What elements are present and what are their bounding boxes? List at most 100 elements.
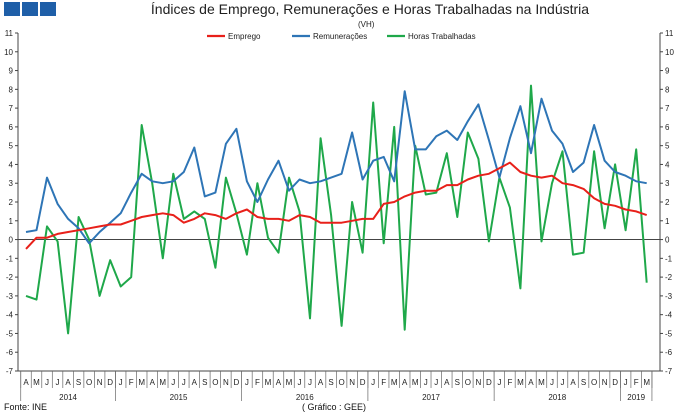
x-month-label: O xyxy=(212,378,218,387)
year-label: 2014 xyxy=(59,393,77,402)
y-tick-label-right: 4 xyxy=(665,160,670,169)
y-tick-label-right: -3 xyxy=(665,292,673,301)
x-month-label: J xyxy=(497,378,501,387)
y-tick-label-right: 9 xyxy=(665,67,670,76)
x-month-label: M xyxy=(265,378,272,387)
x-month-label: F xyxy=(381,378,386,387)
y-tick-label-right: 11 xyxy=(665,29,674,38)
x-month-label: J xyxy=(298,378,302,387)
x-month-label: N xyxy=(475,378,481,387)
x-month-label: J xyxy=(171,378,175,387)
x-month-label: D xyxy=(486,378,492,387)
header-square xyxy=(4,2,20,16)
y-tick-label-right: -2 xyxy=(665,273,673,282)
chart-title: Índices de Emprego, Remunerações e Horas… xyxy=(150,1,590,17)
y-tick-label-left: 1 xyxy=(9,217,14,226)
axes: -7 -7-6 -6-5 -5-4 -4-3 -3-2 -2-1 -10 01 12 23 34 45 5… xyxy=(4,29,674,402)
y-tick-label-left: 2 xyxy=(9,198,14,207)
y-tick-label-left: 6 xyxy=(9,123,14,132)
x-month-label: M xyxy=(412,378,419,387)
x-month-label: A xyxy=(65,378,71,387)
x-month-label: A xyxy=(318,378,324,387)
y-tick-label-left: 4 xyxy=(9,160,14,169)
x-month-label: J xyxy=(56,378,60,387)
y-tick-label-right: 0 xyxy=(665,236,670,245)
y-tick-label-left: 0 xyxy=(9,236,14,245)
y-tick-label-right: -1 xyxy=(665,254,673,263)
x-month-label: F xyxy=(507,378,512,387)
y-tick-label-left: -6 xyxy=(6,348,14,357)
y-tick-label-left: 7 xyxy=(9,104,14,113)
x-month-label: J xyxy=(371,378,375,387)
x-month-label: M xyxy=(138,378,145,387)
header-square xyxy=(40,2,56,16)
y-tick-label-left: -1 xyxy=(6,254,14,263)
series-line-emprego xyxy=(25,161,648,250)
x-month-label: J xyxy=(624,378,628,387)
x-month-label: S xyxy=(76,378,81,387)
x-month-label: S xyxy=(455,378,460,387)
x-month-label: J xyxy=(434,378,438,387)
y-tick-label-right: 8 xyxy=(665,85,670,94)
series-line-horas-trabalhadas xyxy=(25,84,648,335)
y-tick-label-left: 5 xyxy=(9,142,14,151)
y-tick-label-left: -7 xyxy=(6,367,14,376)
y-tick-label-right: 5 xyxy=(665,142,670,151)
year-label: 2018 xyxy=(548,393,566,402)
x-month-label: F xyxy=(634,378,639,387)
year-label: 2016 xyxy=(296,393,314,402)
x-month-label: O xyxy=(465,378,471,387)
y-tick-label-left: -3 xyxy=(6,292,14,301)
y-tick-label-left: 3 xyxy=(9,179,14,188)
y-tick-label-right: 2 xyxy=(665,198,670,207)
x-month-label: A xyxy=(528,378,534,387)
year-label: 2015 xyxy=(170,393,188,402)
source-label: Fonte: INE xyxy=(4,402,48,412)
x-month-label: O xyxy=(86,378,92,387)
x-month-label: D xyxy=(612,378,618,387)
x-month-label: J xyxy=(308,378,312,387)
x-month-label: A xyxy=(192,378,198,387)
x-month-label: J xyxy=(424,378,428,387)
y-tick-label-right: -5 xyxy=(665,329,673,338)
year-label: 2019 xyxy=(627,393,645,402)
x-month-label: F xyxy=(129,378,134,387)
x-month-label: M xyxy=(159,378,166,387)
y-tick-label-right: 1 xyxy=(665,217,670,226)
x-month-label: M xyxy=(391,378,398,387)
x-month-label: S xyxy=(581,378,586,387)
x-month-label: N xyxy=(97,378,103,387)
x-month-label: S xyxy=(328,378,333,387)
x-month-label: O xyxy=(591,378,597,387)
credit-label: ( Gráfico : GEE) xyxy=(302,402,367,412)
year-label: 2017 xyxy=(422,393,440,402)
x-month-label: D xyxy=(107,378,113,387)
x-month-label: F xyxy=(255,378,260,387)
y-tick-label-right: -6 xyxy=(665,348,673,357)
y-tick-label-left: -5 xyxy=(6,329,14,338)
x-month-label: A xyxy=(23,378,29,387)
x-month-label: J xyxy=(245,378,249,387)
y-tick-label-right: 6 xyxy=(665,123,670,132)
x-month-label: J xyxy=(119,378,123,387)
x-month-label: M xyxy=(643,378,650,387)
x-month-label: A xyxy=(276,378,282,387)
x-month-label: A xyxy=(570,378,576,387)
x-month-label: M xyxy=(538,378,545,387)
x-month-label: J xyxy=(182,378,186,387)
y-tick-label-right: 3 xyxy=(665,179,670,188)
y-tick-label-right: 7 xyxy=(665,104,670,113)
y-tick-label-right: -4 xyxy=(665,311,673,320)
y-tick-label-left: -2 xyxy=(6,273,14,282)
x-month-label: N xyxy=(602,378,608,387)
y-tick-label-left: 9 xyxy=(9,67,14,76)
header-square xyxy=(22,2,38,16)
x-month-label: M xyxy=(286,378,293,387)
legend-label: Emprego xyxy=(228,32,261,41)
x-month-label: O xyxy=(338,378,344,387)
x-month-label: M xyxy=(33,378,40,387)
x-month-label: N xyxy=(223,378,229,387)
x-month-label: D xyxy=(234,378,240,387)
unit-label: (VH) xyxy=(358,20,375,29)
